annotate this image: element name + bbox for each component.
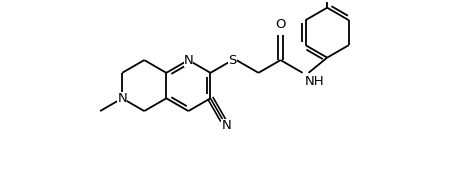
Text: N: N <box>221 119 231 132</box>
Text: O: O <box>275 18 285 31</box>
Text: N: N <box>183 54 193 67</box>
Text: N: N <box>117 92 127 105</box>
Text: NH: NH <box>304 75 324 88</box>
Text: S: S <box>228 54 236 67</box>
